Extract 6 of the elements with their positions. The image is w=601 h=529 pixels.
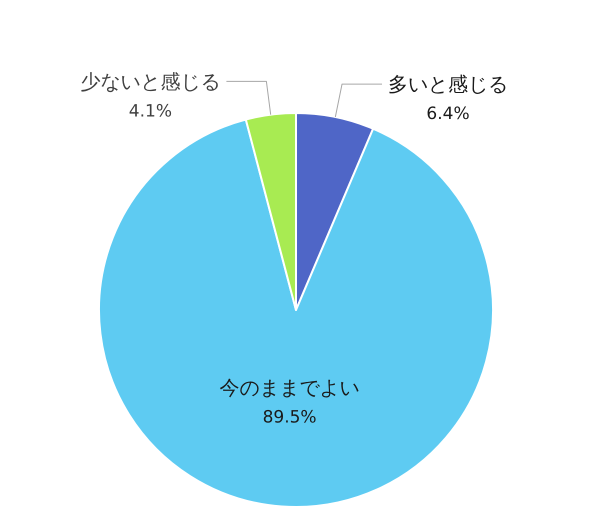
slice-label: 今のままでよい: [220, 375, 360, 400]
data-label: 89.5%: [262, 407, 317, 428]
data-label: 6.4%: [426, 104, 470, 124]
data-label: 4.1%: [128, 101, 172, 122]
slice-label: 多いと感じる: [388, 72, 508, 96]
slice-label: 少ないと感じる: [80, 69, 220, 94]
